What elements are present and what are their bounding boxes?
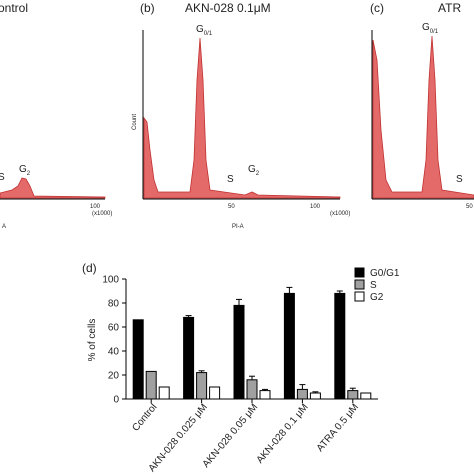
bar — [196, 372, 208, 400]
y-tick-label: 40 — [108, 347, 120, 358]
panel-title: AKN-028 0.1μM — [185, 1, 271, 15]
panel-title: ontrol — [0, 1, 28, 15]
peak-label: S — [456, 174, 463, 185]
bar — [145, 370, 157, 400]
bar — [296, 388, 308, 400]
legend-label: G0/G1 — [370, 268, 400, 279]
histogram — [143, 37, 341, 199]
peak-label: G2 — [248, 164, 260, 177]
peak-label: G0/1 — [196, 24, 213, 37]
x-tick-label: ATRA 0.5 μM — [315, 402, 361, 454]
x-label: A — [2, 224, 6, 230]
bar — [259, 390, 271, 400]
x-unit: (x1000) — [330, 211, 350, 217]
peak-label: G2 — [19, 164, 31, 177]
panel-tag: (c) — [370, 1, 384, 15]
y-label: Count — [132, 114, 138, 130]
y-tick-label: 0 — [113, 395, 119, 406]
x-tick-label: 50 — [228, 204, 235, 210]
histogram — [0, 177, 106, 199]
histogram — [372, 35, 474, 199]
legend-swatch — [354, 279, 365, 290]
legend-swatch — [354, 291, 365, 302]
legend-label: G2 — [370, 292, 384, 303]
y-axis-title: % of cells — [87, 319, 98, 362]
x-tick-label: 100 — [90, 204, 101, 210]
bar — [283, 292, 295, 400]
legend-swatch — [354, 267, 365, 278]
peak-label: S — [227, 174, 234, 185]
bar — [183, 316, 195, 400]
x-tick-label: Control — [130, 402, 159, 434]
bar — [233, 304, 245, 400]
panel-b: (b) AKN-028 0.1μM Count G0/1 S G2 50 100… — [132, 1, 350, 230]
x-unit: (x1000) — [92, 211, 112, 217]
panel-c: (c) ATR G0/1 S 50 — [370, 1, 474, 210]
peak-label: G0/1 — [422, 22, 439, 35]
bar — [132, 319, 144, 400]
bar — [158, 386, 170, 400]
bar — [347, 390, 359, 400]
legend-label: S — [370, 280, 377, 291]
panel-tag: (d) — [82, 261, 97, 275]
bar — [360, 392, 372, 400]
bar — [209, 386, 221, 400]
y-tick-label: 100 — [102, 275, 119, 286]
bar — [246, 379, 258, 400]
panel-a: ontrol S G2 100 (x1000) A — [0, 1, 112, 230]
x-tick-label: AKN-028 0.1 μM — [255, 402, 311, 466]
x-tick-label: AKN-028 0.05 μM — [201, 402, 261, 470]
x-tick-label: 50 — [466, 204, 473, 210]
y-tick-label: 60 — [108, 323, 120, 334]
panel-tag: (b) — [140, 1, 155, 15]
peak-label: S — [0, 172, 5, 183]
y-tick-label: 20 — [108, 371, 120, 382]
x-tick-label: 100 — [310, 204, 321, 210]
x-label: PI-A — [232, 224, 244, 230]
y-tick-label: 80 — [108, 299, 120, 310]
panel-title: ATR — [438, 1, 461, 15]
bar — [309, 392, 321, 400]
bar — [334, 292, 346, 400]
